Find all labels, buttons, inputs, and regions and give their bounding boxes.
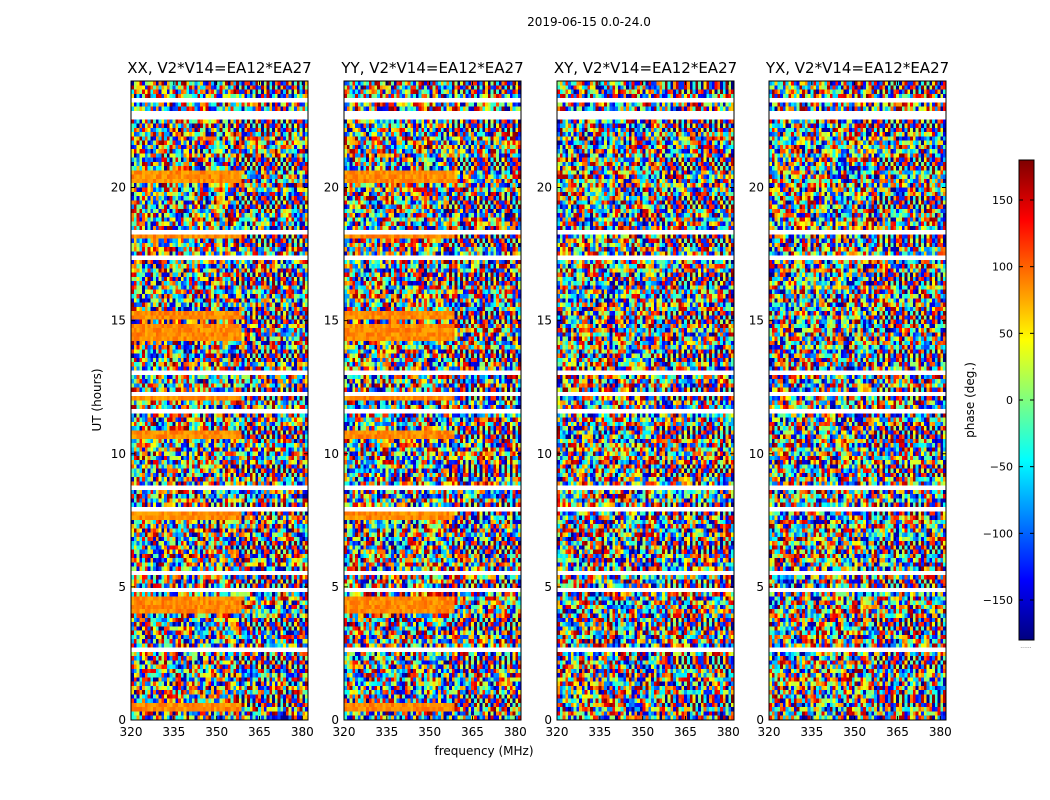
y-tick-label: 0 bbox=[118, 713, 126, 727]
y-tick-label: 0 bbox=[756, 713, 764, 727]
panel-2: YY, V2*V14=EA12*EA27 320 335 350 365 380 0 5 10 1… bbox=[324, 59, 527, 739]
colorbar-extra: ...... bbox=[1020, 643, 1032, 650]
x-tick-label: 320 bbox=[546, 725, 569, 739]
y-tick-label: 15 bbox=[749, 314, 764, 328]
colorbar-tick-label: −100 bbox=[983, 527, 1013, 540]
y-tick-label: 5 bbox=[118, 580, 126, 594]
x-tick-label: 350 bbox=[631, 725, 654, 739]
panel-title: YY, V2*V14=EA12*EA27 bbox=[340, 59, 523, 77]
panel-title: YX, V2*V14=EA12*EA27 bbox=[765, 59, 949, 77]
y-tick-label: 0 bbox=[544, 713, 552, 727]
heatmap-image bbox=[557, 81, 734, 720]
x-axis-label: frequency (MHz) bbox=[434, 744, 533, 758]
panel-3: XY, V2*V14=EA12*EA27 320 335 350 365 380 0 5 10 1… bbox=[537, 59, 740, 739]
heatmap-image bbox=[769, 81, 946, 720]
y-tick-label: 20 bbox=[111, 181, 126, 195]
x-tick-label: 380 bbox=[929, 725, 952, 739]
x-tick-label: 335 bbox=[162, 725, 185, 739]
y-tick-label: 20 bbox=[537, 181, 552, 195]
colorbar-tick-label: 150 bbox=[992, 194, 1013, 207]
y-tick-label: 20 bbox=[749, 181, 764, 195]
x-tick-label: 350 bbox=[843, 725, 866, 739]
y-tick-label: 10 bbox=[324, 447, 339, 461]
colorbar-label: phase (deg.) bbox=[963, 362, 977, 438]
x-tick-label: 320 bbox=[758, 725, 781, 739]
figure-suptitle: 2019-06-15 0.0-24.0 bbox=[527, 15, 651, 29]
panel-1: XX, V2*V14=EA12*EA27 320 335 350 365 380 0 5 10 1… bbox=[111, 59, 314, 739]
y-tick-label: 15 bbox=[111, 314, 126, 328]
x-tick-label: 365 bbox=[674, 725, 697, 739]
y-axis-label: UT (hours) bbox=[90, 368, 104, 431]
x-tick-label: 350 bbox=[205, 725, 228, 739]
x-tick-label: 365 bbox=[886, 725, 909, 739]
colorbar-tick-label: 100 bbox=[992, 261, 1013, 274]
colorbar-tick-label: 0 bbox=[1006, 394, 1013, 407]
colorbar-tick-label: −50 bbox=[990, 461, 1013, 474]
x-tick-label: 380 bbox=[717, 725, 740, 739]
y-tick-label: 15 bbox=[537, 314, 552, 328]
x-tick-label: 350 bbox=[418, 725, 441, 739]
y-tick-label: 5 bbox=[544, 580, 552, 594]
panel-4: YX, V2*V14=EA12*EA27 320 335 350 365 380 0 5 10 1… bbox=[749, 59, 952, 739]
y-tick-label: 10 bbox=[749, 447, 764, 461]
x-tick-label: 380 bbox=[504, 725, 527, 739]
x-tick-label: 365 bbox=[248, 725, 271, 739]
x-tick-label: 335 bbox=[375, 725, 398, 739]
heatmap-image bbox=[344, 81, 521, 720]
colorbar-tick-label: 50 bbox=[999, 327, 1013, 340]
panel-title: XY, V2*V14=EA12*EA27 bbox=[554, 59, 737, 77]
y-tick-label: 10 bbox=[111, 447, 126, 461]
x-tick-label: 335 bbox=[800, 725, 823, 739]
x-tick-label: 380 bbox=[291, 725, 314, 739]
x-tick-label: 365 bbox=[461, 725, 484, 739]
y-tick-label: 20 bbox=[324, 181, 339, 195]
x-tick-label: 320 bbox=[333, 725, 356, 739]
heatmap-image bbox=[131, 81, 308, 720]
panel-frame bbox=[556, 80, 735, 721]
x-tick-label: 320 bbox=[120, 725, 143, 739]
panel-frame bbox=[768, 80, 947, 721]
y-tick-label: 5 bbox=[756, 580, 764, 594]
y-tick-label: 10 bbox=[537, 447, 552, 461]
panel-frame bbox=[130, 80, 309, 721]
y-tick-label: 0 bbox=[331, 713, 339, 727]
panels: XX, V2*V14=EA12*EA27 320 335 350 365 380 0 5 10 1… bbox=[111, 59, 952, 739]
colorbar: 150 100 50 0 −50 −100 −150 bbox=[983, 159, 1035, 641]
x-tick-label: 335 bbox=[588, 725, 611, 739]
panel-title: XX, V2*V14=EA12*EA27 bbox=[127, 59, 311, 77]
y-tick-label: 15 bbox=[324, 314, 339, 328]
colorbar-tick-label: −150 bbox=[983, 594, 1013, 607]
y-tick-label: 5 bbox=[331, 580, 339, 594]
panel-frame bbox=[343, 80, 522, 721]
